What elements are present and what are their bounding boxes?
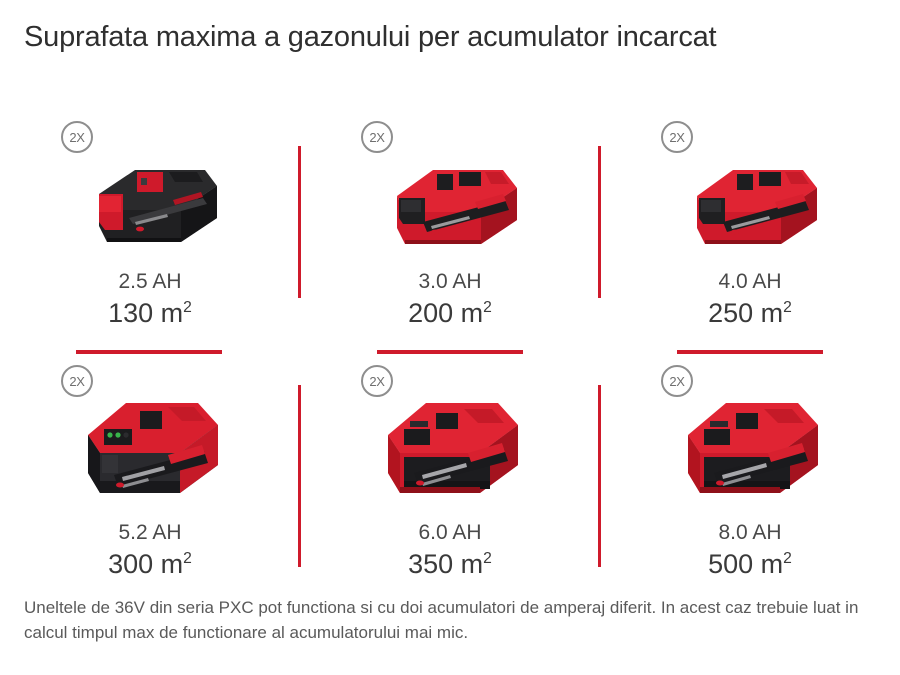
multiplier-badge-label: 2X (369, 373, 385, 389)
divider-horizontal (76, 350, 222, 354)
divider-vertical (298, 146, 301, 298)
battery-capacity-label: 5.2 AH (118, 521, 182, 544)
battery-cell-6-0ah[interactable]: 2X (300, 347, 600, 586)
battery-cell-8-0ah[interactable]: 2X (600, 347, 900, 586)
battery-area-unit: 2 (783, 550, 792, 567)
battery-capacity-label: 8.0 AH (718, 521, 782, 544)
multiplier-badge-icon: 2X (61, 365, 93, 397)
battery-labels-4-0ah: 4.0 AH 250 m2 (600, 268, 900, 330)
multiplier-badge-label: 2X (369, 129, 385, 145)
battery-row-2: 2X (0, 347, 900, 586)
page-title: Suprafata maxima a gazonului per acumula… (24, 21, 717, 53)
battery-image-4-0ah (600, 136, 900, 276)
battery-image-8-0ah (600, 377, 900, 517)
battery-labels-2-5ah: 2.5 AH 130 m2 (0, 268, 300, 330)
multiplier-badge-icon: 2X (661, 121, 693, 153)
battery-row-1: 2X (0, 108, 900, 347)
battery-area-label: 250 m2 (600, 296, 900, 330)
battery-labels-3-0ah: 3.0 AH 200 m2 (300, 268, 600, 330)
multiplier-badge-icon: 2X (61, 121, 93, 153)
battery-area-unit: 2 (483, 550, 492, 567)
divider-horizontal (677, 350, 823, 354)
battery-area-value: 500 m (708, 549, 784, 579)
battery-comparison-grid: 2X (0, 108, 900, 586)
battery-area-value: 300 m (108, 549, 184, 579)
battery-labels-6-0ah: 6.0 AH 350 m2 (300, 519, 600, 581)
battery-area-label: 500 m2 (600, 547, 900, 581)
battery-area-unit: 2 (183, 299, 192, 316)
battery-area-label: 200 m2 (300, 296, 600, 330)
battery-capacity-label: 2.5 AH (118, 270, 182, 293)
battery-cell-4-0ah[interactable]: 2X (600, 108, 900, 347)
battery-area-label: 300 m2 (0, 547, 300, 581)
multiplier-badge-label: 2X (69, 373, 85, 389)
battery-area-unit: 2 (183, 550, 192, 567)
multiplier-badge-icon: 2X (361, 365, 393, 397)
battery-area-value: 200 m (408, 298, 484, 328)
battery-image-3-0ah (300, 136, 600, 276)
battery-labels-8-0ah: 8.0 AH 500 m2 (600, 519, 900, 581)
battery-image-2-5ah (0, 136, 300, 276)
battery-image-6-0ah (300, 377, 600, 517)
battery-area-label: 350 m2 (300, 547, 600, 581)
multiplier-badge-icon: 2X (361, 121, 393, 153)
battery-cell-2-5ah[interactable]: 2X (0, 108, 300, 347)
multiplier-badge-label: 2X (69, 129, 85, 145)
multiplier-badge-label: 2X (669, 373, 685, 389)
battery-area-unit: 2 (483, 299, 492, 316)
divider-horizontal (377, 350, 523, 354)
divider-vertical (598, 146, 601, 298)
battery-capacity-label: 3.0 AH (418, 270, 482, 293)
battery-area-value: 250 m (708, 298, 784, 328)
battery-cell-3-0ah[interactable]: 2X (300, 108, 600, 347)
battery-cell-5-2ah[interactable]: 2X (0, 347, 300, 586)
battery-labels-5-2ah: 5.2 AH 300 m2 (0, 519, 300, 581)
battery-area-label: 130 m2 (0, 296, 300, 330)
battery-area-value: 130 m (108, 298, 184, 328)
battery-area-unit: 2 (783, 299, 792, 316)
battery-area-value: 350 m (408, 549, 484, 579)
battery-capacity-label: 4.0 AH (718, 270, 782, 293)
multiplier-badge-label: 2X (669, 129, 685, 145)
divider-vertical (298, 385, 301, 567)
battery-capacity-label: 6.0 AH (418, 521, 482, 544)
battery-image-5-2ah (0, 377, 300, 517)
multiplier-badge-icon: 2X (661, 365, 693, 397)
divider-vertical (598, 385, 601, 567)
footnote-text: Uneltele de 36V din seria PXC pot functi… (24, 598, 859, 642)
